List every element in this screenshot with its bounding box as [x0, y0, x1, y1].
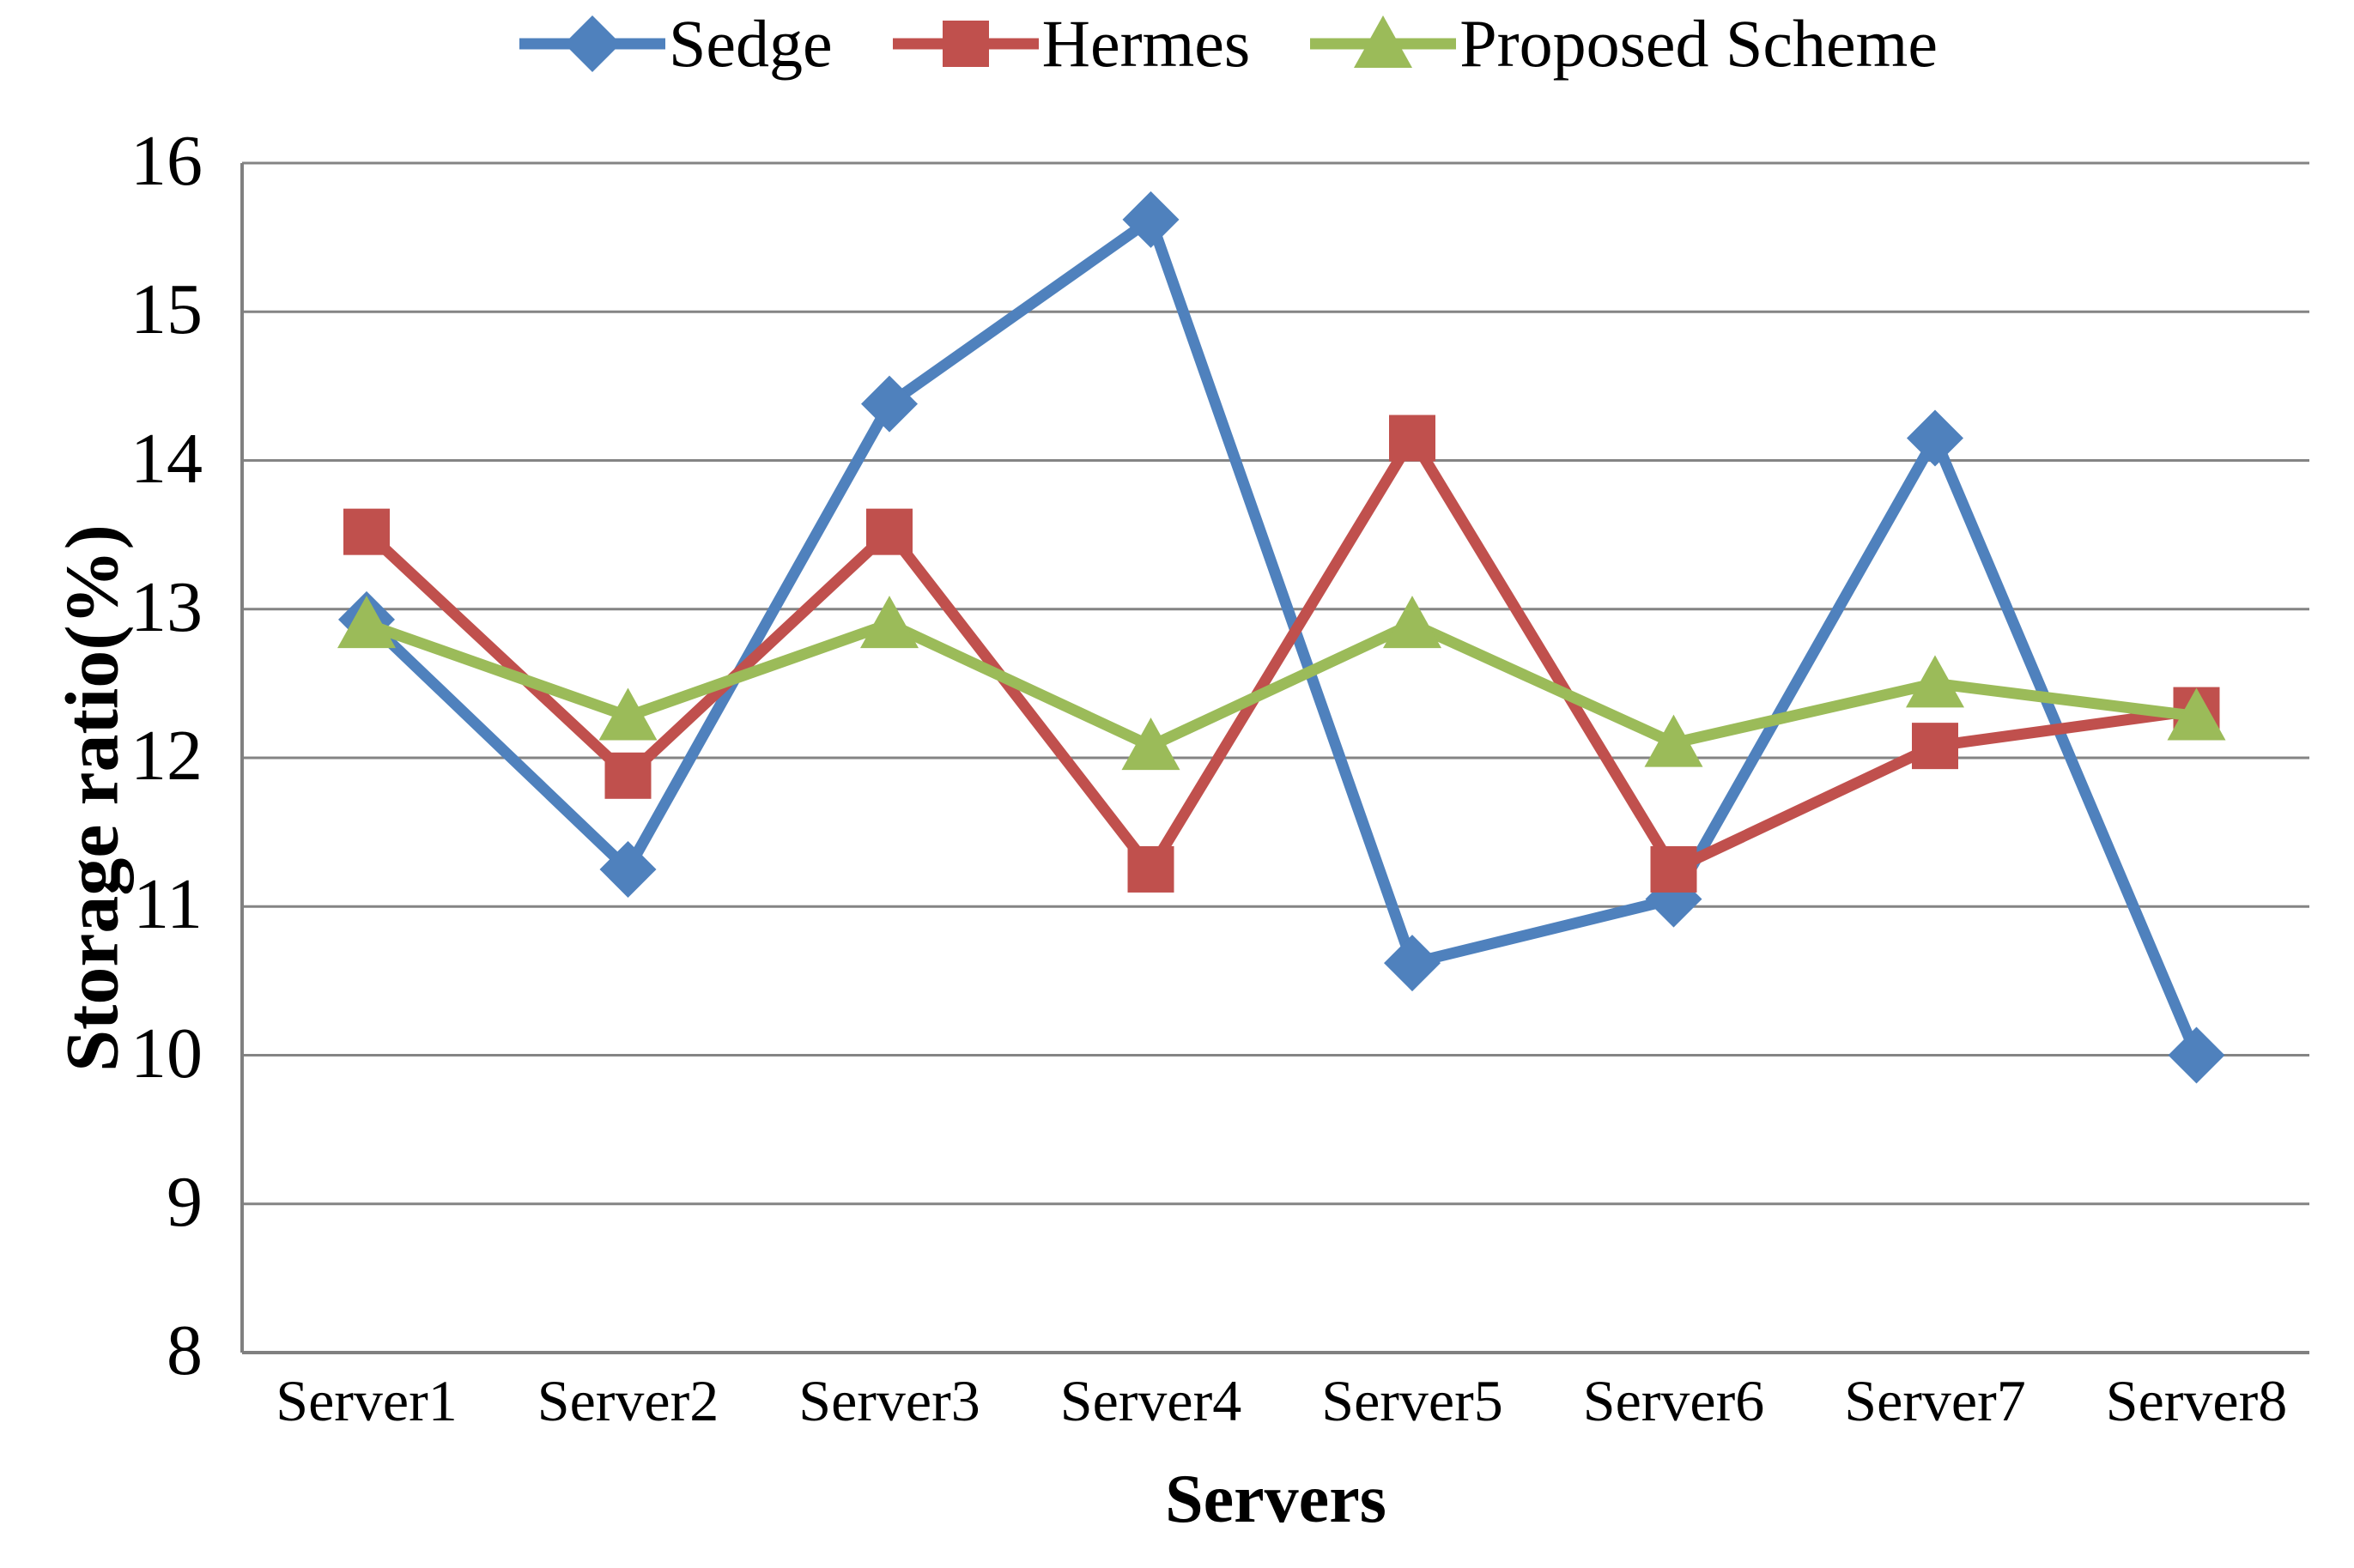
legend-triangle-icon	[1310, 15, 1457, 68]
legend-item-sedge: Sedge	[519, 5, 833, 82]
y-tick-label-16: 16	[130, 121, 203, 201]
legend: Sedge Hermes Proposed Scheme	[52, 5, 2354, 82]
marker-hermes-server7	[1912, 723, 1958, 770]
marker-sedge-server5	[1384, 935, 1441, 992]
marker-proposed-scheme-server7	[1906, 655, 1964, 708]
marker-proposed-scheme-server6	[1644, 714, 1703, 767]
y-tick-label-15: 15	[130, 269, 203, 350]
series-proposed-scheme	[337, 596, 2226, 771]
legend-label-sedge: Sedge	[669, 6, 833, 82]
series-line-proposed-scheme	[361, 618, 2202, 752]
series-sedge	[338, 191, 2225, 1084]
legend-square-icon	[892, 21, 1039, 67]
marker-hermes-server3	[866, 508, 913, 555]
y-tick-label-8: 8	[167, 1311, 203, 1390]
x-tick-label-server3: Server3	[798, 1368, 980, 1433]
x-tick-label-server6: Server6	[1582, 1368, 1765, 1433]
y-tick-label-11: 11	[133, 864, 203, 945]
y-tick-label-12: 12	[130, 716, 203, 796]
marker-proposed-scheme-server5	[1383, 596, 1441, 649]
x-tick-label-server4: Server4	[1059, 1368, 1242, 1433]
y-tick-label-14: 14	[130, 418, 203, 499]
series-line-hermes	[361, 433, 2202, 875]
marker-hermes-server4	[1127, 845, 1174, 893]
marker-proposed-scheme-server8	[2167, 687, 2226, 741]
marker-sedge-server4	[1122, 191, 1180, 248]
legend-marker-hermes	[942, 21, 989, 67]
x-tick-label-server5: Server5	[1321, 1368, 1503, 1433]
x-tick-label-server1: Server1	[276, 1368, 458, 1433]
y-tick-label-9: 9	[167, 1161, 203, 1242]
x-tick-label-server8: Server8	[2105, 1368, 2288, 1433]
x-tick-label-server2: Server2	[537, 1368, 719, 1433]
legend-item-proposed-scheme: Proposed Scheme	[1310, 5, 1938, 82]
marker-sedge-server8	[2168, 1026, 2225, 1084]
marker-proposed-scheme-server4	[1121, 717, 1180, 771]
marker-hermes-server2	[604, 752, 652, 799]
marker-proposed-scheme-server3	[860, 596, 919, 649]
legend-diamond-icon	[519, 15, 666, 72]
marker-proposed-scheme-server2	[598, 687, 658, 741]
legend-item-hermes: Hermes	[892, 5, 1251, 82]
series-hermes	[343, 415, 2220, 893]
x-axis-title: Servers	[1165, 1462, 1386, 1537]
marker-hermes-server5	[1389, 415, 1435, 462]
x-tick-label-server7: Server7	[1844, 1368, 2026, 1433]
marker-sedge-server3	[861, 375, 918, 433]
legend-label-hermes: Hermes	[1041, 6, 1251, 82]
y-tick-label-13: 13	[130, 566, 203, 647]
marker-hermes-server1	[343, 508, 390, 555]
marker-sedge-server7	[1907, 409, 1963, 467]
legend-marker-sedge	[564, 15, 622, 72]
legend-label-proposed-scheme: Proposed Scheme	[1459, 6, 1938, 82]
legend-marker-proposed-scheme	[1354, 15, 1413, 68]
y-tick-label-10: 10	[130, 1013, 203, 1093]
marker-proposed-scheme-server1	[337, 596, 396, 649]
marker-sedge-server2	[599, 840, 657, 898]
marker-hermes-server6	[1650, 845, 1697, 893]
series-line-sedge	[361, 214, 2202, 1061]
